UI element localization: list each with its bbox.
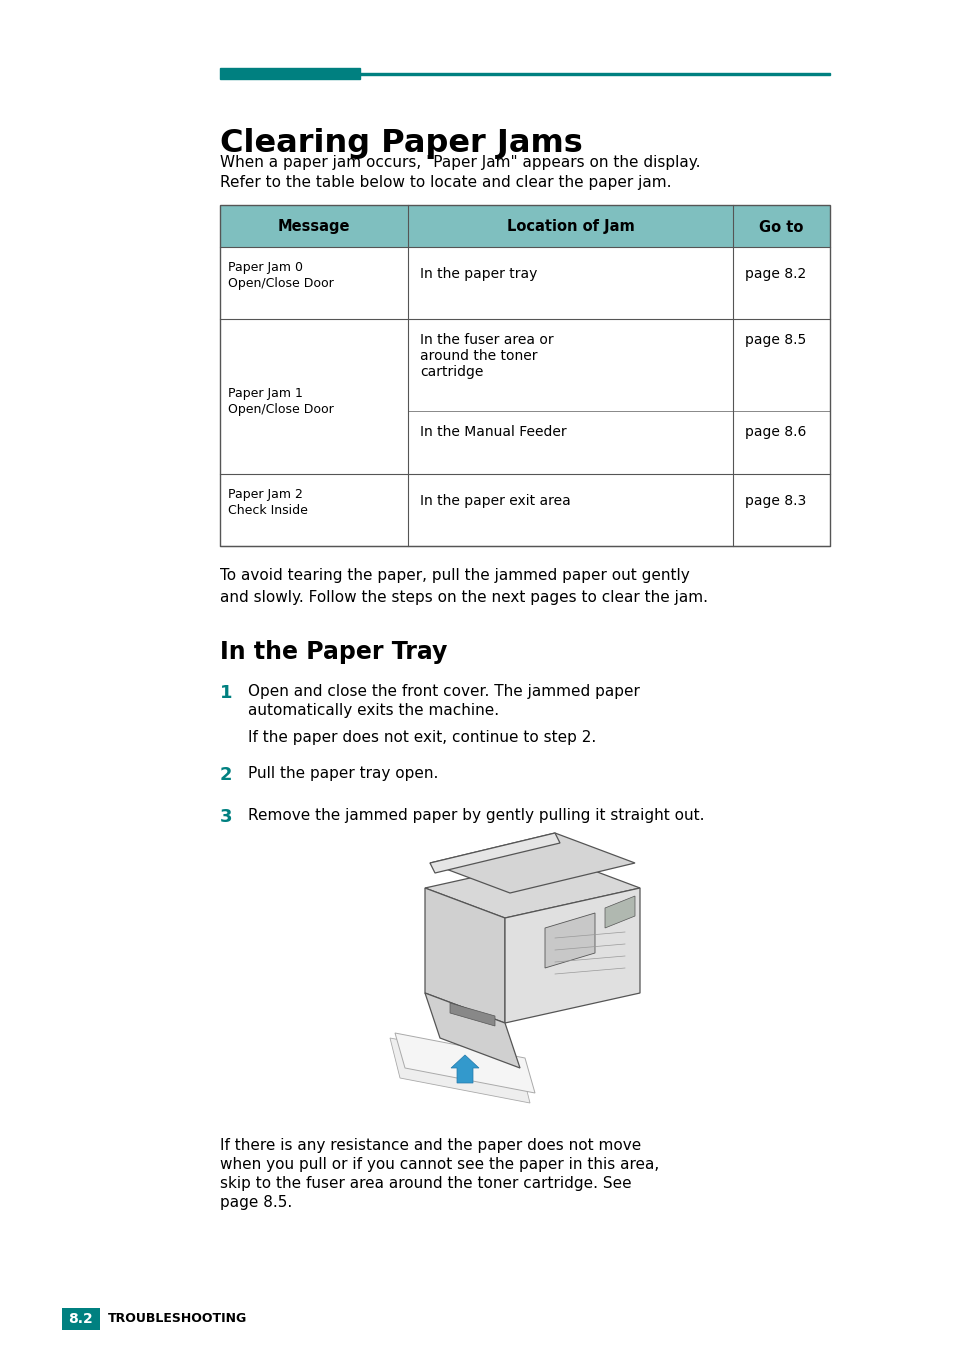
Text: 8.2: 8.2	[69, 1312, 93, 1326]
Text: 3: 3	[220, 807, 233, 826]
Text: In the Manual Feeder: In the Manual Feeder	[419, 425, 566, 439]
Polygon shape	[395, 1033, 535, 1093]
Text: Paper Jam 1: Paper Jam 1	[228, 387, 302, 400]
Polygon shape	[390, 1038, 530, 1103]
Text: around the toner: around the toner	[419, 349, 537, 363]
Text: Go to: Go to	[759, 220, 802, 235]
Text: If the paper does not exit, continue to step 2.: If the paper does not exit, continue to …	[248, 731, 596, 745]
Text: page 8.2: page 8.2	[744, 267, 805, 280]
Text: page 8.6: page 8.6	[744, 425, 805, 439]
Text: Open/Close Door: Open/Close Door	[228, 403, 334, 417]
Polygon shape	[450, 1003, 495, 1026]
Text: page 8.3: page 8.3	[744, 493, 805, 508]
Text: Refer to the table below to locate and clear the paper jam.: Refer to the table below to locate and c…	[220, 175, 671, 190]
Polygon shape	[424, 857, 639, 918]
Text: In the paper tray: In the paper tray	[419, 267, 537, 280]
Text: page 8.5.: page 8.5.	[220, 1194, 292, 1211]
Polygon shape	[604, 896, 635, 927]
Polygon shape	[544, 913, 595, 968]
Bar	[62, 1308, 100, 1330]
Text: If there is any resistance and the paper does not move: If there is any resistance and the paper…	[220, 1138, 640, 1153]
Text: 2: 2	[220, 766, 233, 785]
Text: page 8.5: page 8.5	[744, 333, 805, 346]
Text: TROUBLESHOOTING: TROUBLESHOOTING	[108, 1313, 247, 1325]
Polygon shape	[424, 888, 504, 1023]
Polygon shape	[504, 888, 639, 1023]
Text: skip to the fuser area around the toner cartridge. See: skip to the fuser area around the toner …	[220, 1175, 631, 1192]
Bar	[220, 319, 829, 474]
Polygon shape	[430, 833, 559, 874]
Text: Pull the paper tray open.: Pull the paper tray open.	[248, 766, 438, 780]
Text: Paper Jam 0: Paper Jam 0	[228, 262, 303, 274]
Bar	[359, 73, 829, 74]
Polygon shape	[430, 833, 635, 892]
Bar	[220, 205, 829, 247]
Text: Open and close the front cover. The jammed paper: Open and close the front cover. The jamm…	[248, 683, 639, 700]
Polygon shape	[451, 1055, 478, 1082]
Text: Message: Message	[277, 220, 350, 235]
Text: In the fuser area or: In the fuser area or	[419, 333, 553, 346]
Polygon shape	[424, 993, 519, 1068]
Text: 1: 1	[220, 683, 233, 702]
Bar	[220, 67, 359, 80]
Text: cartridge: cartridge	[419, 365, 483, 379]
Text: In the Paper Tray: In the Paper Tray	[220, 640, 447, 665]
Text: To avoid tearing the paper, pull the jammed paper out gently
and slowly. Follow : To avoid tearing the paper, pull the jam…	[220, 568, 707, 605]
Text: Open/Close Door: Open/Close Door	[228, 276, 334, 290]
Text: Paper Jam 2: Paper Jam 2	[228, 488, 302, 501]
Text: In the paper exit area: In the paper exit area	[419, 493, 570, 508]
Bar	[220, 205, 829, 546]
Text: Remove the jammed paper by gently pulling it straight out.: Remove the jammed paper by gently pullin…	[248, 807, 703, 824]
Text: automatically exits the machine.: automatically exits the machine.	[248, 704, 498, 718]
Bar	[220, 247, 829, 319]
Text: When a paper jam occurs, "Paper Jam" appears on the display.: When a paper jam occurs, "Paper Jam" app…	[220, 155, 700, 170]
Text: Check Inside: Check Inside	[228, 504, 308, 518]
Bar	[220, 474, 829, 546]
Text: Clearing Paper Jams: Clearing Paper Jams	[220, 128, 582, 159]
Text: Location of Jam: Location of Jam	[506, 220, 634, 235]
Text: when you pull or if you cannot see the paper in this area,: when you pull or if you cannot see the p…	[220, 1157, 659, 1171]
